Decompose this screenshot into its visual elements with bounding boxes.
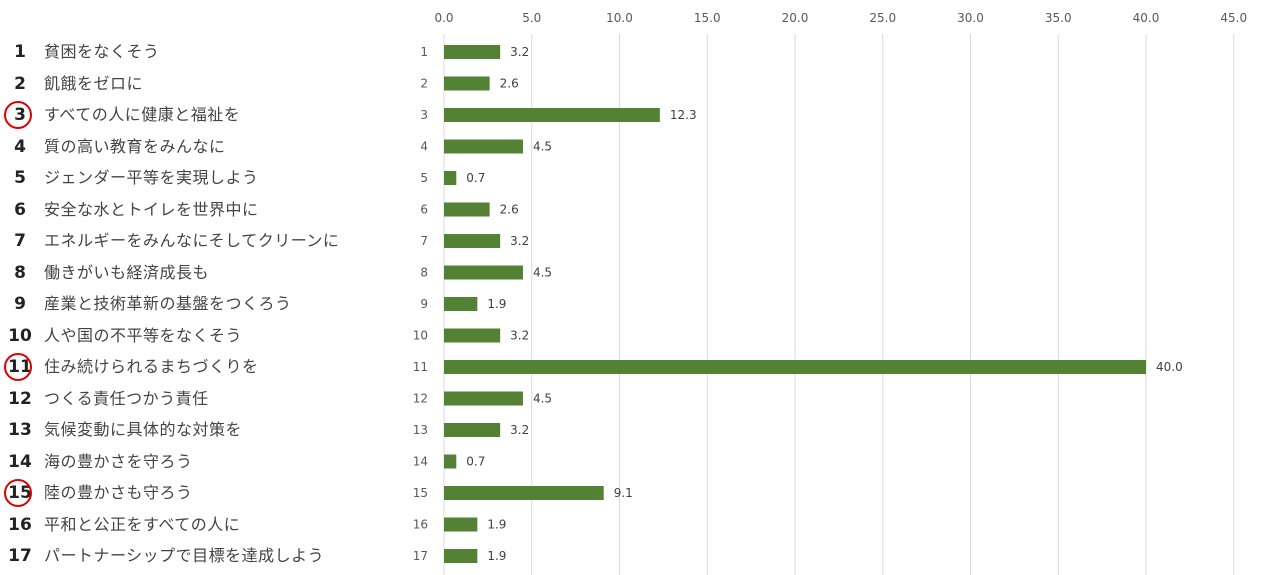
y-category-label: 12 [413, 392, 428, 406]
data-label: 9.1 [614, 486, 633, 500]
bar [444, 108, 660, 122]
goal-label: 陸の豊かさも守ろう [44, 483, 193, 502]
bar [444, 234, 501, 248]
data-label: 1.9 [487, 518, 506, 532]
x-tick-label: 0.0 [434, 11, 453, 25]
y-category-label: 1 [420, 45, 428, 59]
data-label: 3.2 [510, 329, 529, 343]
y-category-label: 5 [420, 171, 428, 185]
bar [444, 265, 523, 280]
data-label: 0.7 [466, 455, 485, 469]
data-label: 4.5 [533, 140, 552, 154]
goal-label: 質の高い教育をみんなに [44, 136, 226, 156]
bar-chart: 0.0 5.0 10.0 15.0 20.0 25.0 30.0 35.0 40.0 45.01 3… [413, 11, 1247, 575]
data-label: 4.5 [533, 266, 552, 280]
data-label: 40.0 [1156, 360, 1183, 374]
bar [444, 328, 501, 343]
bar [444, 517, 478, 532]
goal-label: 安全な水とトイレを世界中に [44, 199, 259, 219]
goal-label: すべての人に健康と福祉を [44, 105, 241, 124]
y-category-label: 9 [420, 297, 428, 311]
goal-label: 貧困をなくそう [44, 42, 160, 61]
goal-number: 5 [14, 168, 26, 188]
data-label: 12.3 [670, 108, 697, 122]
bar [444, 45, 501, 59]
y-category-label: 17 [413, 549, 428, 563]
x-tick-label: 20.0 [782, 11, 809, 25]
goal-label: 住み続けられるまちづくりを [44, 357, 259, 376]
bar [444, 391, 523, 406]
goal-number: 7 [14, 231, 26, 251]
y-category-label: 14 [413, 455, 428, 469]
goal-number: 1 [14, 42, 26, 62]
bar [444, 360, 1146, 374]
x-tick-label: 35.0 [1045, 11, 1072, 25]
y-category-label: 15 [413, 486, 428, 500]
goal-number: 4 [14, 136, 26, 157]
data-label: 0.7 [466, 171, 485, 185]
data-label: 1.9 [487, 297, 506, 311]
bar [444, 454, 457, 469]
y-category-label: 16 [413, 518, 428, 532]
goal-number: 8 [14, 262, 26, 283]
x-tick-label: 40.0 [1133, 11, 1160, 25]
bar [444, 171, 457, 185]
goal-label: 産業と技術革新の基盤をつくろう [44, 294, 292, 313]
y-category-label: 13 [413, 423, 428, 437]
y-category-label: 4 [420, 140, 428, 154]
goal-label: ジェンダー平等を実現しよう [44, 168, 259, 187]
goal-label: パートナーシップで目標を達成しよう [44, 546, 325, 565]
goal-label: 飢餓をゼロに [44, 73, 144, 93]
y-category-label: 10 [413, 329, 428, 343]
goal-number: 14 [8, 451, 32, 472]
y-category-label: 7 [420, 234, 428, 248]
goal-number: 9 [14, 294, 26, 314]
sdg-goal-list: 1 貧困をなくそう 2 飢餓をゼロに 3 すべての人に健康と福祉を 4 質の高い教育をみんなに… [0, 0, 420, 575]
goal-label: 人や国の不平等をなくそう [44, 325, 243, 345]
y-category-label: 11 [413, 360, 428, 374]
x-tick-label: 30.0 [957, 11, 984, 25]
goal-number: 11 [0, 352, 40, 382]
x-tick-label: 45.0 [1220, 11, 1247, 25]
goal-number: 12 [8, 388, 32, 409]
data-label: 3.2 [510, 234, 529, 248]
goal-number: 15 [0, 478, 40, 508]
goal-number: 13 [8, 420, 32, 440]
goal-label: 海の豊かさを守ろう [44, 451, 193, 471]
goal-label: 働きがいも経済成長も [44, 262, 210, 282]
goal-label: 平和と公正をすべての人に [44, 514, 241, 534]
data-label: 1.9 [487, 549, 506, 563]
goal-number: 17 [8, 546, 32, 566]
data-label: 2.6 [500, 203, 519, 217]
bar [444, 297, 478, 311]
bar [444, 139, 523, 154]
goal-label: エネルギーをみんなにそしてクリーンに [44, 231, 340, 250]
y-category-label: 2 [420, 77, 428, 91]
data-label: 3.2 [510, 423, 529, 437]
data-label: 2.6 [500, 77, 519, 91]
goal-label: つくる責任つかう責任 [44, 388, 209, 408]
goal-number: 10 [8, 325, 32, 346]
goal-number: 16 [8, 514, 32, 535]
x-tick-label: 10.0 [606, 11, 633, 25]
bar [444, 486, 604, 500]
bar [444, 549, 478, 563]
x-tick-label: 5.0 [522, 11, 541, 25]
data-label: 4.5 [533, 392, 552, 406]
bar [444, 76, 490, 91]
goal-number: 6 [14, 199, 26, 220]
x-tick-label: 15.0 [694, 11, 721, 25]
bar [444, 202, 490, 217]
bar [444, 423, 501, 437]
y-category-label: 3 [420, 108, 428, 122]
x-tick-label: 25.0 [869, 11, 896, 25]
data-label: 3.2 [510, 45, 529, 59]
goal-label: 気候変動に具体的な対策を [44, 420, 243, 439]
y-category-label: 8 [420, 266, 428, 280]
goal-number: 2 [14, 73, 26, 94]
goal-number: 3 [0, 100, 40, 130]
y-category-label: 6 [420, 203, 428, 217]
